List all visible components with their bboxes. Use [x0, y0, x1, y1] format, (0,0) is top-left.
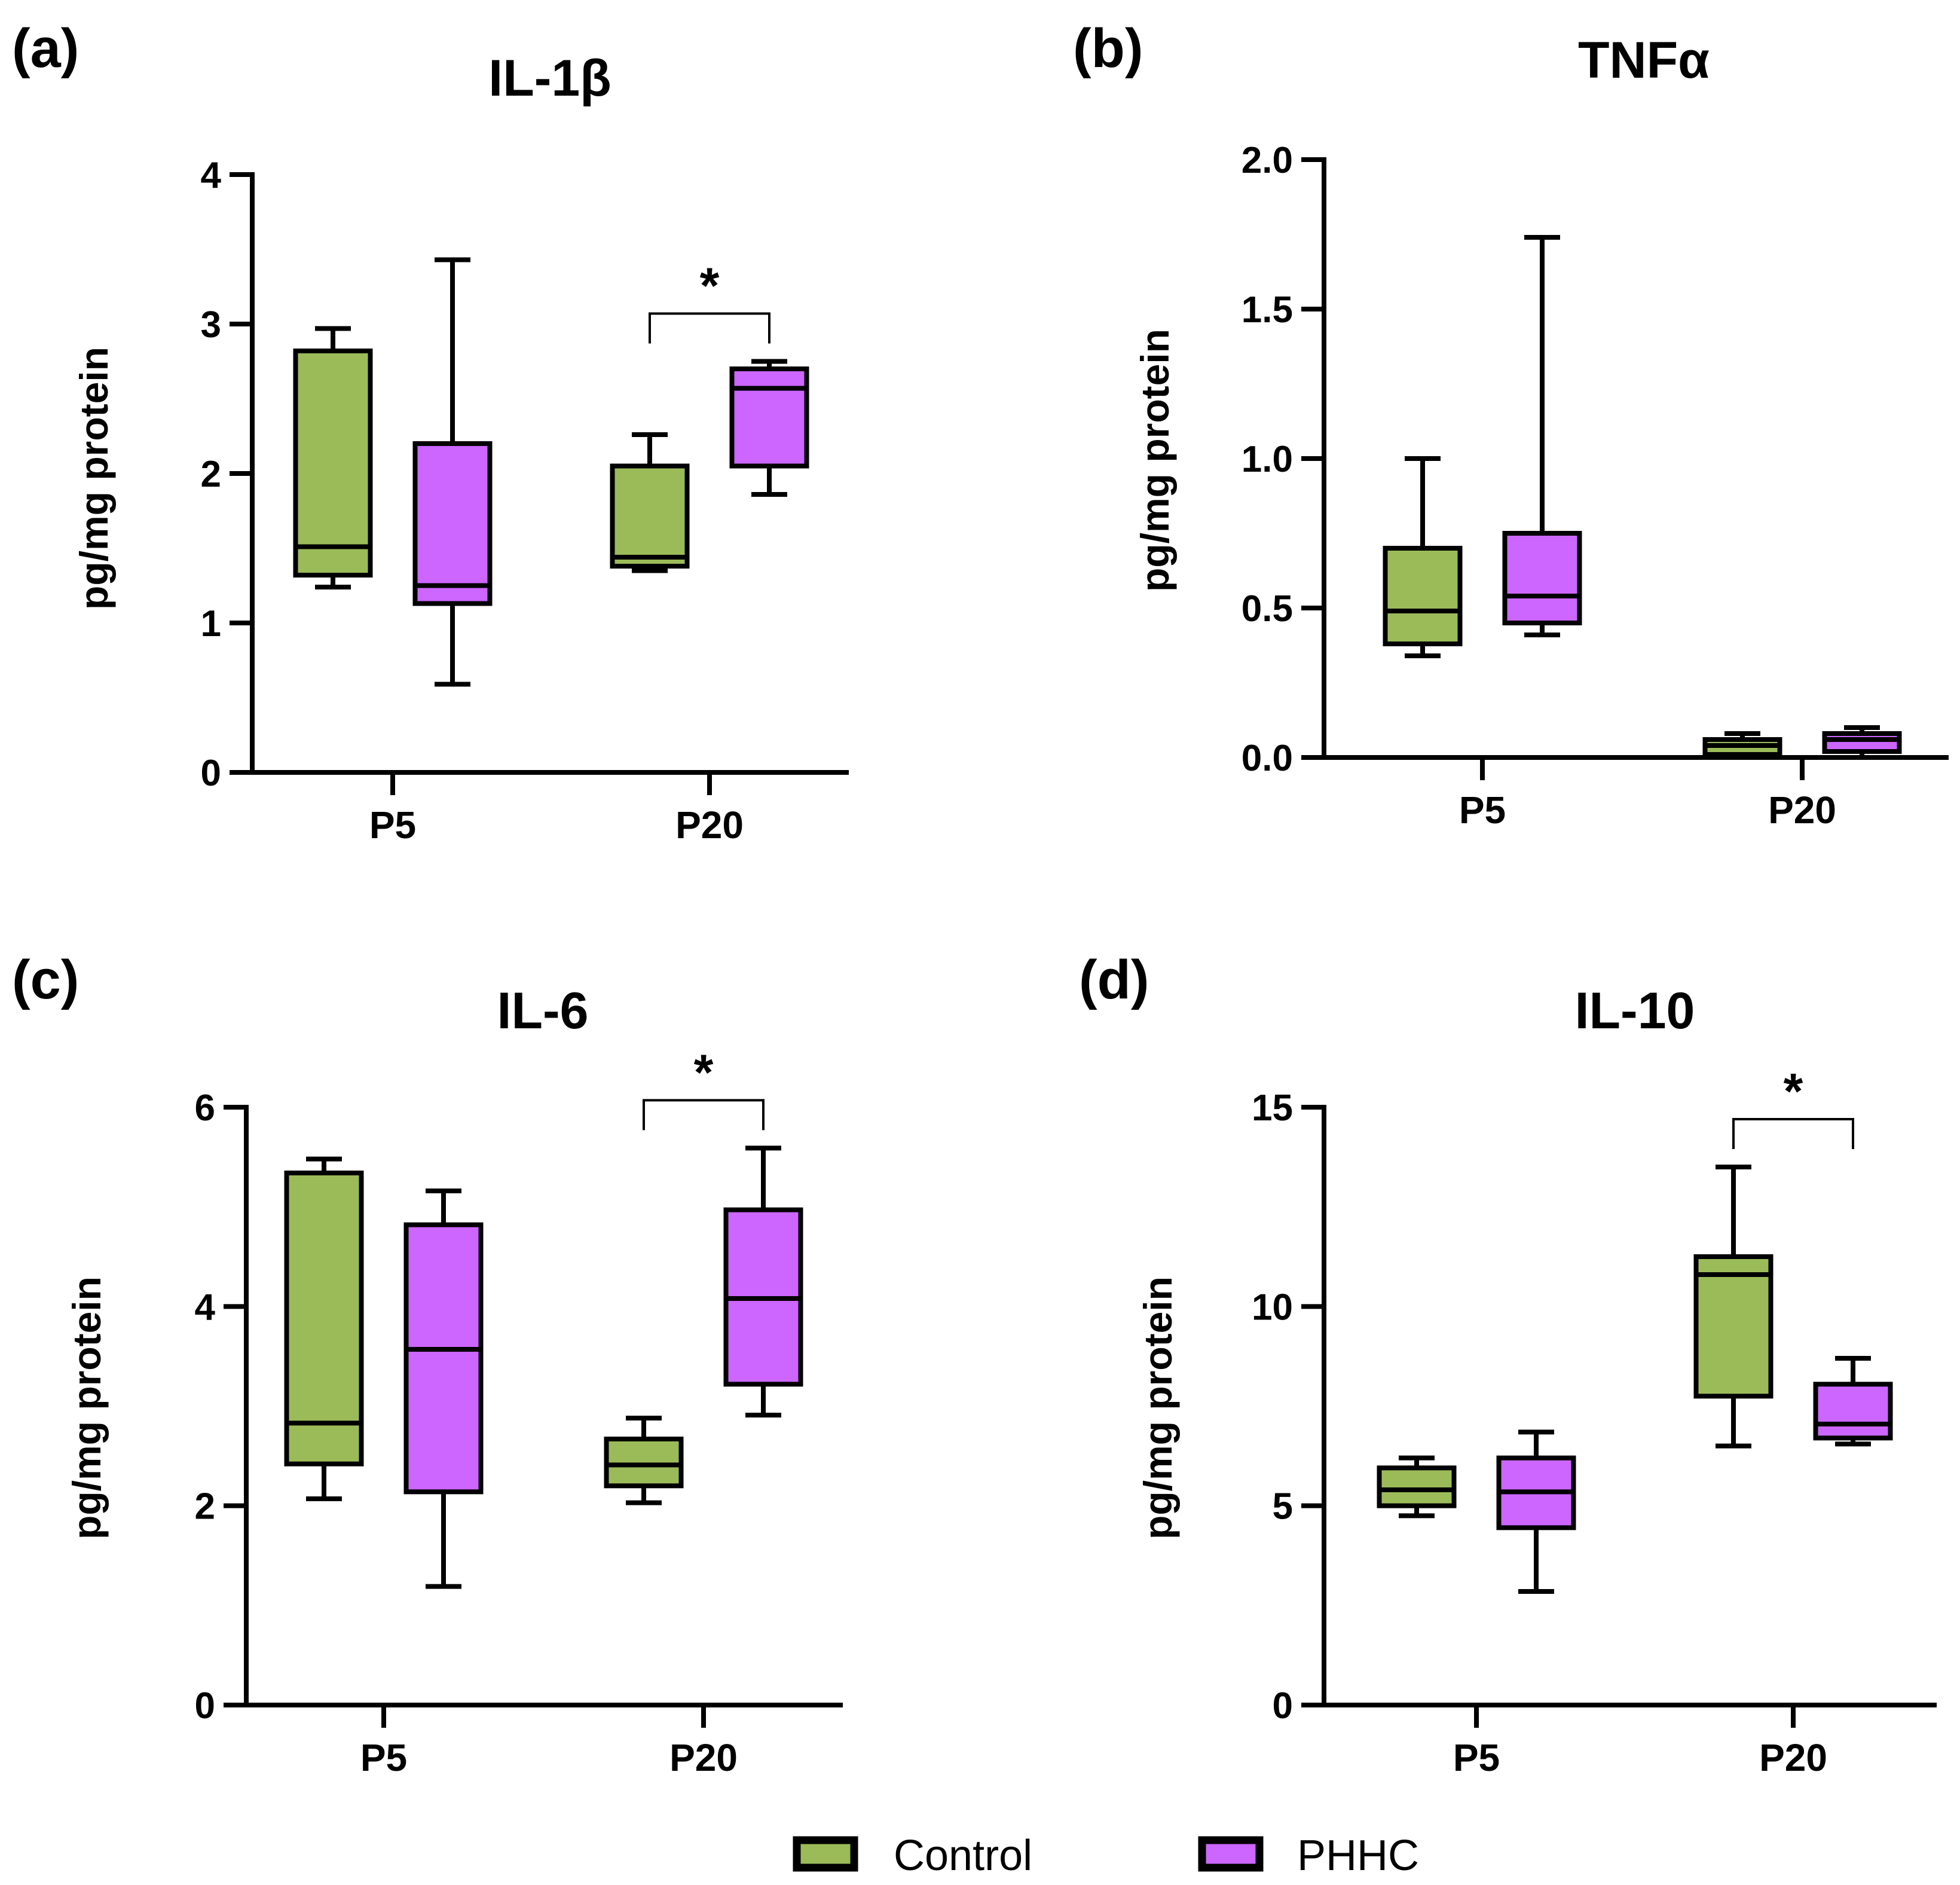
y-axis-label: pg/mg protein: [72, 347, 116, 610]
significance-star: *: [700, 258, 720, 314]
y-tick-label: 3: [201, 304, 221, 346]
box-iqr: [1377, 1465, 1457, 1508]
y-tick-label: 0.5: [1242, 588, 1293, 630]
bracket-line: [643, 1099, 765, 1131]
y-tick-label: 0: [201, 753, 221, 794]
significance-bracket: *: [1732, 1063, 1854, 1149]
y-tick-label: 2: [195, 1486, 215, 1527]
x-tick-label: P20: [1768, 789, 1836, 832]
x-tick-label: P5: [1459, 789, 1506, 832]
box-iqr: [293, 349, 373, 578]
panel-c: (c) IL-6 pg/mg protein 0 2 4 6 P5 P20 *: [12, 949, 843, 1779]
legend-swatch-phhc: [1198, 1836, 1264, 1872]
box-phhc-p5: [1496, 1429, 1576, 1594]
y-tick-label: 15: [1252, 1087, 1293, 1129]
y-axis-label: pg/mg protein: [1133, 329, 1177, 592]
box-phhc-p20: [729, 359, 809, 497]
box-iqr: [412, 441, 493, 606]
box-iqr: [403, 1222, 484, 1495]
box-iqr: [1693, 1254, 1774, 1399]
y-tick-label: 1: [201, 603, 221, 644]
box-control-p20: [604, 1416, 684, 1505]
x-tick-label: P5: [360, 1736, 407, 1779]
box-phhc-p5: [412, 257, 493, 687]
significance-star: *: [1784, 1063, 1803, 1119]
y-tick-label: 0: [1273, 1685, 1293, 1727]
y-tick-label: 6: [195, 1087, 215, 1129]
box-iqr: [1822, 731, 1902, 754]
panel-label: (b): [1073, 18, 1143, 79]
y-tick-label: 4: [201, 155, 222, 196]
box-iqr: [284, 1171, 364, 1467]
panel-a: (a) IL-1β pg/mg protein 0 1 2 3 4 P5 P20 *: [12, 18, 849, 847]
box-control-p5: [293, 326, 373, 589]
y-tick-label: 0.0: [1242, 738, 1293, 779]
box-control-p20: [1693, 1165, 1774, 1449]
panel-b: (b) TNFα pg/mg protein 0.0 0.5 1.0 1.5 2.0 P5…: [1073, 18, 1949, 832]
legend-item-phhc: PHHC: [1198, 1832, 1419, 1880]
box-iqr: [1383, 546, 1463, 646]
legend-swatch-control: [793, 1836, 858, 1872]
significance-bracket: *: [649, 258, 770, 344]
y-tick-label: 2.0: [1242, 140, 1293, 181]
y-axis-label: pg/mg protein: [1136, 1276, 1180, 1539]
panel-label: (c): [12, 949, 79, 1010]
significance-bracket: *: [643, 1044, 765, 1131]
box-iqr: [1813, 1382, 1893, 1441]
legend-label-control: Control: [894, 1832, 1032, 1880]
y-tick-label: 1.5: [1242, 289, 1293, 331]
box-control-p5: [284, 1156, 364, 1501]
box-phhc-p20: [1813, 1356, 1893, 1447]
box-control-p5: [1383, 456, 1463, 658]
y-tick-label: 2: [201, 454, 221, 495]
y-tick-label: 0: [195, 1685, 215, 1727]
y-tick-label: 10: [1252, 1287, 1293, 1328]
legend-label-phhc: PHHC: [1297, 1832, 1419, 1880]
x-tick-label: P20: [1759, 1736, 1827, 1779]
panel-d: (d) IL-10 pg/mg protein 0 5 10 15 P5 P20 *: [1079, 949, 1937, 1779]
chart-title: IL-6: [497, 982, 589, 1040]
y-axis-label: pg/mg protein: [65, 1276, 109, 1539]
x-tick-label: P20: [669, 1736, 738, 1779]
panel-label: (d): [1079, 949, 1149, 1010]
y-tick-label: 5: [1273, 1486, 1293, 1527]
chart-title: IL-1β: [488, 50, 611, 107]
box-iqr: [604, 1437, 684, 1489]
x-tick-label: P5: [1453, 1736, 1500, 1779]
box-iqr: [610, 463, 690, 569]
box-phhc-p5: [1502, 235, 1582, 637]
box-phhc-p5: [403, 1189, 484, 1589]
chart-title: TNFα: [1578, 32, 1710, 89]
box-phhc-p20: [723, 1145, 803, 1417]
box-iqr: [1502, 531, 1582, 625]
significance-star: *: [694, 1044, 714, 1100]
panel-label: (a): [12, 18, 79, 79]
x-tick-label: P20: [675, 804, 744, 847]
y-tick-label: 4: [195, 1287, 216, 1328]
legend: Control PHHC: [793, 1832, 1419, 1880]
box-iqr: [729, 366, 809, 469]
chart-title: IL-10: [1575, 982, 1695, 1040]
box-control-p5: [1377, 1455, 1457, 1519]
box-phhc-p20: [1822, 725, 1902, 760]
box-control-p20: [610, 432, 690, 573]
bracket-line: [1732, 1118, 1854, 1149]
box-control-p20: [1702, 731, 1782, 760]
x-tick-label: P5: [369, 804, 416, 847]
legend-item-control: Control: [793, 1832, 1032, 1880]
y-tick-label: 1.0: [1242, 439, 1293, 480]
bracket-line: [649, 312, 770, 344]
